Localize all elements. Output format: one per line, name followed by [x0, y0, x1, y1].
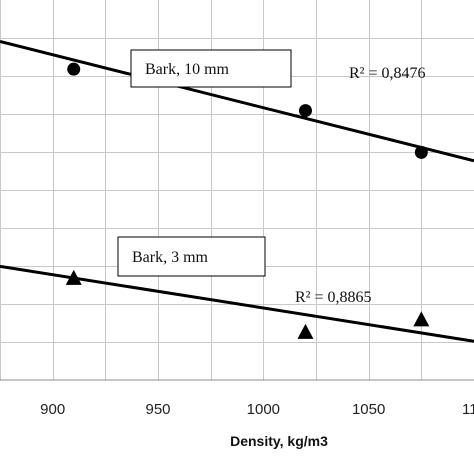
r2-label-bark-10mm: R² = 0,8476: [349, 65, 426, 82]
trendlines: [0, 39, 474, 343]
data-point-circle: [67, 62, 81, 76]
data-point-circle: [414, 145, 428, 159]
trendline-series-0: [0, 39, 474, 163]
data-point-triangle: [297, 323, 314, 339]
data-point-triangle: [413, 311, 430, 327]
data-point-circle: [298, 104, 312, 118]
legend-label-bark-3mm: Bark, 3 mm: [132, 249, 209, 266]
x-tick-label: 1000: [247, 401, 280, 418]
x-axis-label: Density, kg/m3: [230, 433, 328, 449]
legend-label-bark-10mm: Bark, 10 mm: [145, 61, 230, 78]
r2-label-bark-3mm: R² = 0,8865: [295, 289, 372, 306]
legend-box-bark-10mm: Bark, 10 mm: [130, 49, 292, 88]
data-points: [65, 62, 430, 339]
x-tick-label: 950: [145, 401, 170, 418]
data-point-triangle: [65, 269, 82, 285]
x-tick-label: 110: [462, 401, 474, 418]
x-tick-label: 1050: [352, 401, 385, 418]
trendline-series-1: [0, 264, 474, 343]
x-tick-labels: 900 950 1000 1050 110: [40, 401, 474, 418]
x-tick-label: 900: [40, 401, 65, 418]
legend-box-bark-3mm: Bark, 3 mm: [117, 236, 266, 277]
